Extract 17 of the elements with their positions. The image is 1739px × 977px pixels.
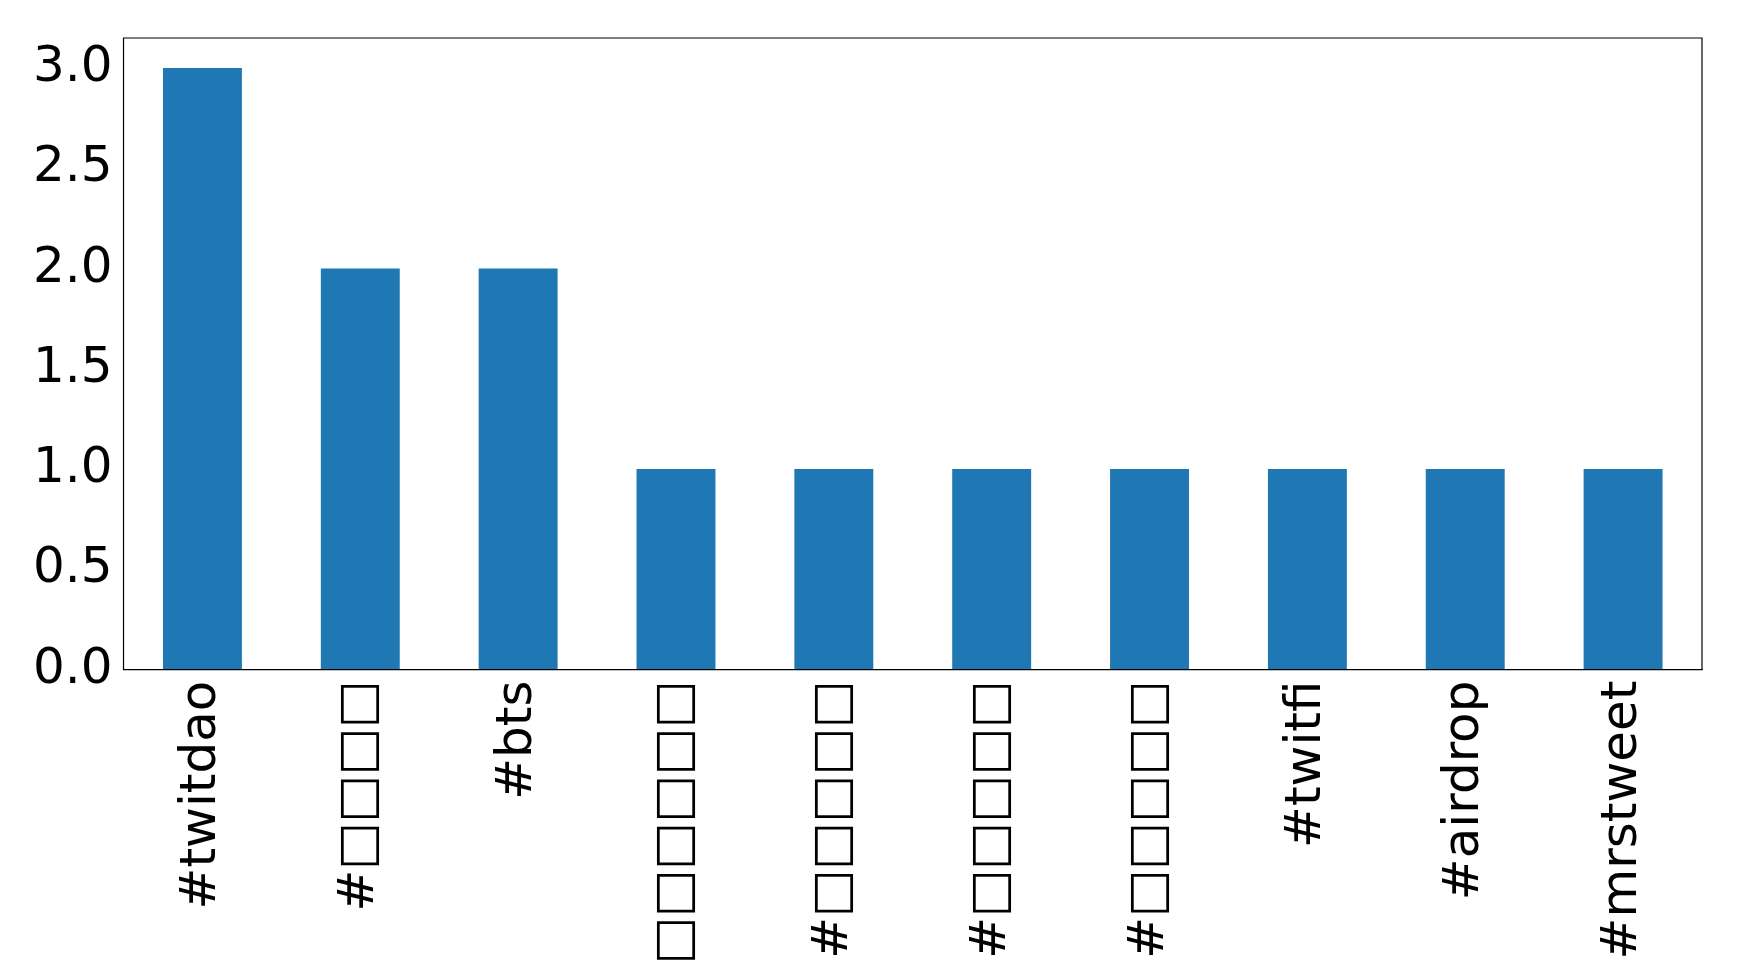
- x-tick-label: #twitdao: [169, 680, 228, 910]
- x-tick-label: #□□□□□: [958, 680, 1017, 959]
- x-tick-label: #airdrop: [1432, 680, 1491, 901]
- x-tick-label: □□□□□□: [642, 680, 701, 965]
- x-tick-label: #□□□□□: [1116, 680, 1175, 959]
- y-tick-label: 1.5: [32, 335, 113, 394]
- x-tick-label: #bts: [485, 680, 544, 800]
- y-tick-label: 0.5: [32, 536, 113, 595]
- y-tick-label: 2.0: [32, 235, 113, 294]
- x-tick-label: #twitfi: [1274, 680, 1333, 848]
- y-tick-label: 2.5: [32, 135, 113, 194]
- x-tick-label: #mrstweet: [1590, 680, 1649, 960]
- y-tick-label: 3.0: [32, 35, 113, 94]
- y-tick-label: 1.0: [32, 436, 113, 495]
- x-tick-label: #□□□□□: [800, 680, 859, 959]
- x-tick-label: #□□□□: [327, 680, 386, 912]
- y-tick-label: 0.0: [32, 636, 113, 695]
